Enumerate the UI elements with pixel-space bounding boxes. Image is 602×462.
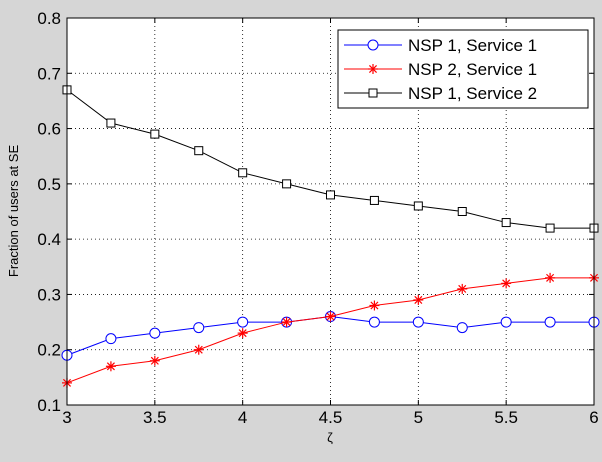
legend-marker: [368, 64, 378, 74]
legend-marker: [367, 39, 379, 51]
y-tick-label: 0.6: [37, 120, 61, 139]
data-point: [282, 179, 292, 189]
y-tick-label: 0.7: [37, 64, 61, 83]
x-tick-label: 4: [238, 408, 247, 427]
data-point: [500, 316, 512, 328]
legend-entry: NSP 1, Service 1: [344, 36, 537, 55]
legend-label: NSP 2, Service 1: [408, 60, 537, 79]
data-point: [105, 333, 117, 345]
series-2: [62, 272, 599, 388]
data-point: [237, 328, 248, 339]
data-point: [193, 344, 204, 355]
data-point: [237, 316, 249, 328]
data-point: [150, 129, 160, 139]
series-layer: [61, 85, 600, 388]
data-point: [193, 322, 205, 334]
data-point: [413, 201, 423, 211]
legend-label: NSP 1, Service 2: [408, 84, 537, 103]
legend: NSP 1, Service 1 NSP 2, Service 1 NSP 1, S…: [337, 29, 589, 109]
legend-label: NSP 1, Service 1: [408, 36, 537, 55]
x-tick-label: 5: [414, 408, 423, 427]
x-tick-labels: 3 3.5 4 4.5 5 5.5 6: [62, 408, 598, 427]
data-point: [545, 223, 555, 233]
y-tick-label: 0.5: [37, 175, 61, 194]
y-tick-label: 0.3: [37, 285, 61, 304]
y-tick-label: 0.4: [37, 230, 61, 249]
data-point: [369, 300, 380, 311]
data-point: [325, 311, 336, 322]
legend-entry: NSP 2, Service 1: [344, 60, 537, 79]
data-point: [368, 316, 380, 328]
x-tick-label: 3: [62, 408, 71, 427]
plot-frame: [66, 17, 595, 406]
data-point: [456, 322, 468, 334]
data-point: [501, 278, 512, 289]
x-tick-label: 5.5: [494, 408, 518, 427]
y-tick-labels: 0.1 0.2 0.3 0.4 0.5 0.6 0.7 0.8: [37, 9, 61, 415]
legend-entry: NSP 1, Service 2: [344, 84, 537, 103]
data-point: [412, 316, 424, 328]
y-tick-label: 0.1: [37, 396, 61, 415]
y-tick-label: 0.2: [37, 341, 61, 360]
y-axis-label: Fraction of users at SE: [6, 145, 21, 278]
data-point: [105, 361, 116, 372]
data-point: [281, 317, 292, 328]
data-point: [106, 118, 116, 128]
data-point: [413, 294, 424, 305]
series-3: [62, 85, 599, 233]
data-point: [326, 190, 335, 200]
data-point: [238, 168, 248, 178]
data-point: [501, 218, 511, 228]
x-axis-label: ζ: [327, 430, 333, 445]
x-tick-label: 4.5: [319, 408, 343, 427]
data-point: [457, 283, 468, 294]
data-point: [457, 207, 467, 216]
data-point: [149, 355, 160, 366]
y-tick-label: 0.8: [37, 9, 61, 28]
data-point: [369, 195, 379, 205]
x-tick-label: 6: [589, 408, 598, 427]
data-point: [149, 327, 161, 339]
x-tick-label: 3.5: [143, 408, 167, 427]
legend-marker: [368, 88, 378, 98]
data-point: [545, 272, 556, 283]
data-point: [544, 316, 556, 328]
data-point: [194, 146, 204, 156]
